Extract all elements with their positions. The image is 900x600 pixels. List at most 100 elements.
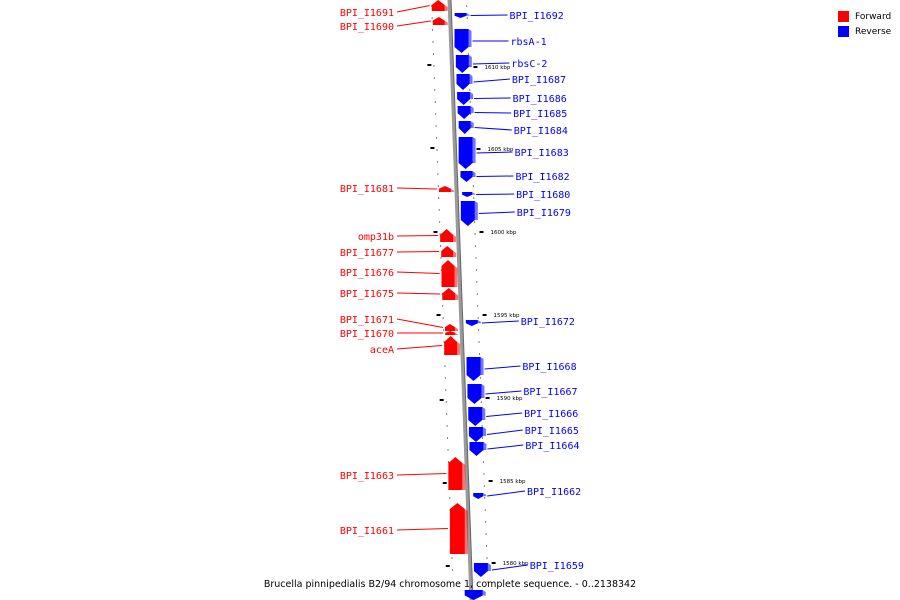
reverse-gene — [460, 201, 475, 226]
reverse-gene-label: rbsA-1 — [511, 37, 547, 48]
reverse-gene-shade — [470, 92, 474, 100]
forward-leader — [396, 528, 448, 531]
forward-leader — [396, 271, 440, 274]
reverse-gene — [469, 442, 484, 456]
forward-gene-label: BPI_I1661 — [340, 526, 394, 537]
reverse-gene-label: BPI_I1686 — [513, 94, 567, 105]
reverse-gene — [458, 121, 471, 134]
forward-leader — [396, 292, 441, 295]
reverse-leader — [474, 112, 512, 114]
forward-gene-shade — [453, 234, 457, 242]
forward-gene-label: BPI_I1670 — [340, 329, 394, 340]
forward-leader — [396, 20, 431, 27]
forward-gene-label: omp31b — [358, 232, 394, 243]
reverse-gene-label: BPI_I1679 — [517, 208, 571, 219]
reverse-gene-shade — [480, 357, 484, 375]
forward-gene-label: BPI_I1691 — [340, 8, 394, 19]
forward-gene-shade — [444, 4, 448, 11]
reverse-gene-shade — [472, 192, 476, 195]
forward-leader — [396, 5, 430, 13]
forward-gene-shade — [462, 463, 466, 490]
reverse-leader — [476, 175, 514, 177]
forward-gene — [431, 0, 445, 11]
forward-gene-shade — [457, 342, 461, 355]
reverse-gene-partial — [464, 590, 483, 600]
reverse-gene — [456, 74, 470, 90]
reverse-gene — [466, 357, 481, 381]
reverse-gene — [458, 137, 473, 169]
forward-gene — [441, 260, 455, 287]
legend-item-forward: Forward — [838, 9, 891, 24]
reverse-gene — [457, 106, 471, 119]
forward-gene-shade — [464, 509, 468, 554]
scale-label: 1610 kbp — [484, 65, 510, 71]
reverse-gene — [465, 320, 478, 326]
legend: Forward Reverse — [838, 9, 891, 39]
reverse-gene-label: BPI_I1684 — [514, 126, 568, 137]
reverse-gene-label: BPI_I1685 — [513, 109, 567, 120]
reverse-leader — [470, 14, 508, 16]
reverse-gene — [460, 171, 473, 182]
reverse-gene-label: BPI_I1659 — [530, 561, 584, 572]
reverse-gene — [473, 493, 484, 499]
reverse-gene-label: BPI_I1680 — [516, 190, 570, 201]
reverse-gene-shade — [477, 320, 481, 324]
forward-gene-label: BPI_I1675 — [340, 289, 394, 300]
forward-gene-label: BPI_I1690 — [340, 22, 394, 33]
reverse-gene-shade — [483, 442, 487, 450]
forward-gene-label: BPI_I1671 — [340, 315, 394, 326]
forward-gene-label: BPI_I1663 — [340, 471, 394, 482]
reverse-gene-shade — [472, 171, 476, 178]
forward-gene-label: BPI_I1681 — [340, 184, 394, 195]
forward-gene — [432, 17, 445, 25]
reverse-leader — [491, 564, 528, 571]
forward-gene — [445, 331, 456, 335]
reverse-gene-shade — [481, 384, 485, 398]
forward-gene — [438, 186, 451, 192]
forward-gene-shade — [444, 20, 448, 25]
backbone-line — [447, 0, 473, 600]
forward-gene — [442, 288, 456, 300]
forward-gene — [449, 503, 465, 554]
reverse-leader — [478, 211, 515, 214]
scale-label: 1605 kbp — [487, 147, 513, 153]
forward-leader — [396, 345, 443, 350]
reverse-gene-shade — [468, 29, 472, 47]
forward-leader — [396, 473, 447, 476]
forward-leader — [396, 251, 440, 253]
reverse-gene-shade — [469, 74, 473, 84]
forward-leader — [396, 235, 439, 237]
reverse-gene-label: BPI_I1683 — [515, 148, 569, 159]
reverse-gene-shade — [487, 563, 491, 571]
reverse-gene-shade — [470, 121, 474, 129]
reverse-gene-label: BPI_I1687 — [512, 75, 566, 86]
reverse-gene-shade — [482, 407, 486, 420]
scale-label: 1585 kbp — [500, 479, 526, 485]
reverse-gene-shade — [482, 427, 486, 436]
forward-gene-shade — [454, 266, 458, 287]
reverse-leader — [486, 429, 523, 435]
reverse-gene-shade — [483, 493, 487, 497]
forward-gene — [448, 457, 463, 490]
forward-gene-shade — [450, 188, 454, 192]
reverse-leader — [474, 127, 512, 131]
reverse-leader — [476, 151, 513, 154]
reverse-gene-label: BPI_I1692 — [510, 11, 564, 22]
forward-gene-shade — [453, 250, 457, 257]
forward-gene — [445, 324, 456, 331]
legend-label-reverse: Reverse — [855, 26, 892, 37]
reverse-leader — [481, 320, 519, 324]
reverse-leader — [485, 390, 522, 395]
reverse-gene — [457, 92, 471, 105]
reverse-gene-label: BPI_I1682 — [515, 172, 569, 183]
reverse-leader — [484, 365, 521, 370]
forward-gene — [440, 229, 454, 242]
forward-gene-shade — [455, 327, 459, 331]
reverse-gene — [454, 29, 469, 53]
legend-item-reverse: Reverse — [838, 24, 891, 39]
reverse-gene-label: BPI_I1672 — [521, 317, 575, 328]
reverse-gene-label: rbsC-2 — [511, 59, 547, 70]
reverse-gene — [468, 427, 483, 442]
scale-label: 1595 kbp — [494, 313, 520, 319]
